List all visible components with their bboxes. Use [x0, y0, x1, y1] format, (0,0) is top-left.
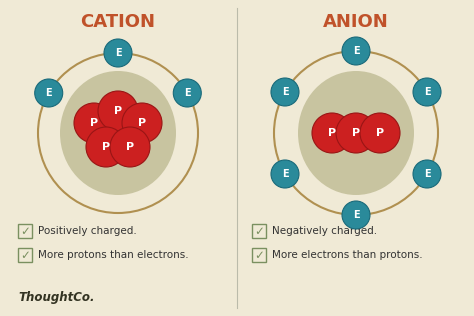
Text: P: P	[126, 142, 134, 152]
Circle shape	[342, 37, 370, 65]
Circle shape	[104, 39, 132, 67]
Text: E: E	[46, 88, 52, 98]
Text: CATION: CATION	[81, 13, 155, 31]
Circle shape	[312, 113, 352, 153]
Circle shape	[74, 103, 114, 143]
Text: More protons than electrons.: More protons than electrons.	[38, 250, 189, 260]
Text: P: P	[138, 118, 146, 128]
Text: P: P	[114, 106, 122, 116]
Text: E: E	[424, 87, 430, 97]
Text: E: E	[353, 210, 359, 220]
Text: P: P	[328, 128, 336, 138]
Circle shape	[413, 78, 441, 106]
Circle shape	[110, 127, 150, 167]
Circle shape	[35, 79, 63, 107]
Ellipse shape	[298, 71, 414, 195]
Text: ThoughtCo.: ThoughtCo.	[18, 291, 94, 305]
Text: More electrons than protons.: More electrons than protons.	[272, 250, 423, 260]
Text: ✓: ✓	[20, 224, 30, 238]
Text: Negatively charged.: Negatively charged.	[272, 226, 377, 236]
Circle shape	[271, 160, 299, 188]
Circle shape	[360, 113, 400, 153]
Text: P: P	[352, 128, 360, 138]
Text: E: E	[282, 169, 288, 179]
Circle shape	[122, 103, 162, 143]
Text: P: P	[90, 118, 98, 128]
Circle shape	[86, 127, 126, 167]
Circle shape	[342, 201, 370, 229]
Text: Positively charged.: Positively charged.	[38, 226, 137, 236]
Text: ✓: ✓	[254, 224, 264, 238]
Text: P: P	[376, 128, 384, 138]
Circle shape	[98, 91, 138, 131]
Circle shape	[336, 113, 376, 153]
Text: ✓: ✓	[20, 248, 30, 262]
Text: ANION: ANION	[323, 13, 389, 31]
Circle shape	[271, 78, 299, 106]
Text: E: E	[424, 169, 430, 179]
Ellipse shape	[60, 71, 176, 195]
Text: E: E	[115, 48, 121, 58]
Circle shape	[413, 160, 441, 188]
Text: E: E	[184, 88, 191, 98]
Text: P: P	[102, 142, 110, 152]
Circle shape	[173, 79, 201, 107]
Text: ✓: ✓	[254, 248, 264, 262]
Text: E: E	[353, 46, 359, 56]
Text: E: E	[282, 87, 288, 97]
